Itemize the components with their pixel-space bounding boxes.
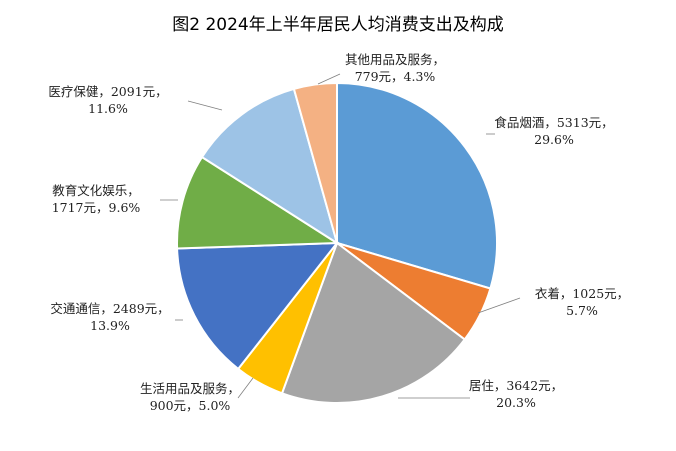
data-label-8: 其他用品及服务， 779元，4.3% — [345, 52, 445, 84]
data-label-line2: 20.3% — [496, 395, 536, 410]
data-label-5: 交通通信，2489元， 13.9% — [50, 301, 169, 333]
pie-slice-6 — [176, 155, 341, 250]
data-label-3: 居住，3642元， 20.3% — [469, 378, 563, 410]
data-label-line1: 生活用品及服务， — [140, 381, 240, 396]
data-label-line2: 5.7% — [566, 303, 598, 318]
data-label-2: 衣着，1025元， 5.7% — [535, 286, 629, 318]
pie-slice-1 — [336, 81, 498, 290]
data-label-1: 食品烟酒，5313元， 29.6% — [494, 115, 613, 147]
data-label-line2: 29.6% — [534, 132, 574, 147]
leader-line-4 — [237, 377, 254, 399]
pie-slice-5 — [176, 241, 340, 371]
data-label-6: 教育文化娱乐， 1717元，9.6% — [52, 183, 141, 215]
data-label-7: 医疗保健，2091元， 11.6% — [48, 84, 167, 116]
chart-title: 图2 2024年上半年居民人均消费支出及构成 — [172, 15, 504, 35]
pie-slice-3 — [280, 241, 467, 404]
data-label-4: 生活用品及服务， 900元，5.0% — [140, 381, 240, 413]
data-label-line1: 交通通信，2489元， — [50, 301, 169, 316]
data-label-line1: 医疗保健，2091元， — [48, 84, 167, 99]
data-label-line1: 教育文化娱乐， — [52, 183, 140, 198]
pie-slice-8 — [292, 81, 338, 244]
leader-lines-layer — [160, 73, 521, 399]
slices-layer — [176, 81, 498, 404]
data-label-line1: 其他用品及服务， — [345, 52, 445, 67]
leader-line-8 — [317, 73, 341, 85]
data-label-line1: 衣着，1025元， — [535, 286, 629, 301]
leader-line-2 — [477, 297, 521, 314]
leader-line-7 — [187, 100, 223, 111]
data-label-line2: 779元，4.3% — [355, 69, 436, 84]
data-label-line1: 居住，3642元， — [469, 378, 563, 393]
data-label-line1: 食品烟酒，5313元， — [494, 115, 613, 130]
data-label-line2: 11.6% — [88, 101, 128, 116]
data-labels-layer: 食品烟酒，5313元， 29.6% 衣着，1025元， 5.7% 居住，3642元， 20… — [48, 52, 629, 413]
pie-slice-7 — [200, 87, 339, 246]
data-label-line2: 13.9% — [90, 318, 130, 333]
data-label-line2: 1717元，9.6% — [52, 200, 141, 215]
data-label-line2: 900元，5.0% — [150, 398, 231, 413]
